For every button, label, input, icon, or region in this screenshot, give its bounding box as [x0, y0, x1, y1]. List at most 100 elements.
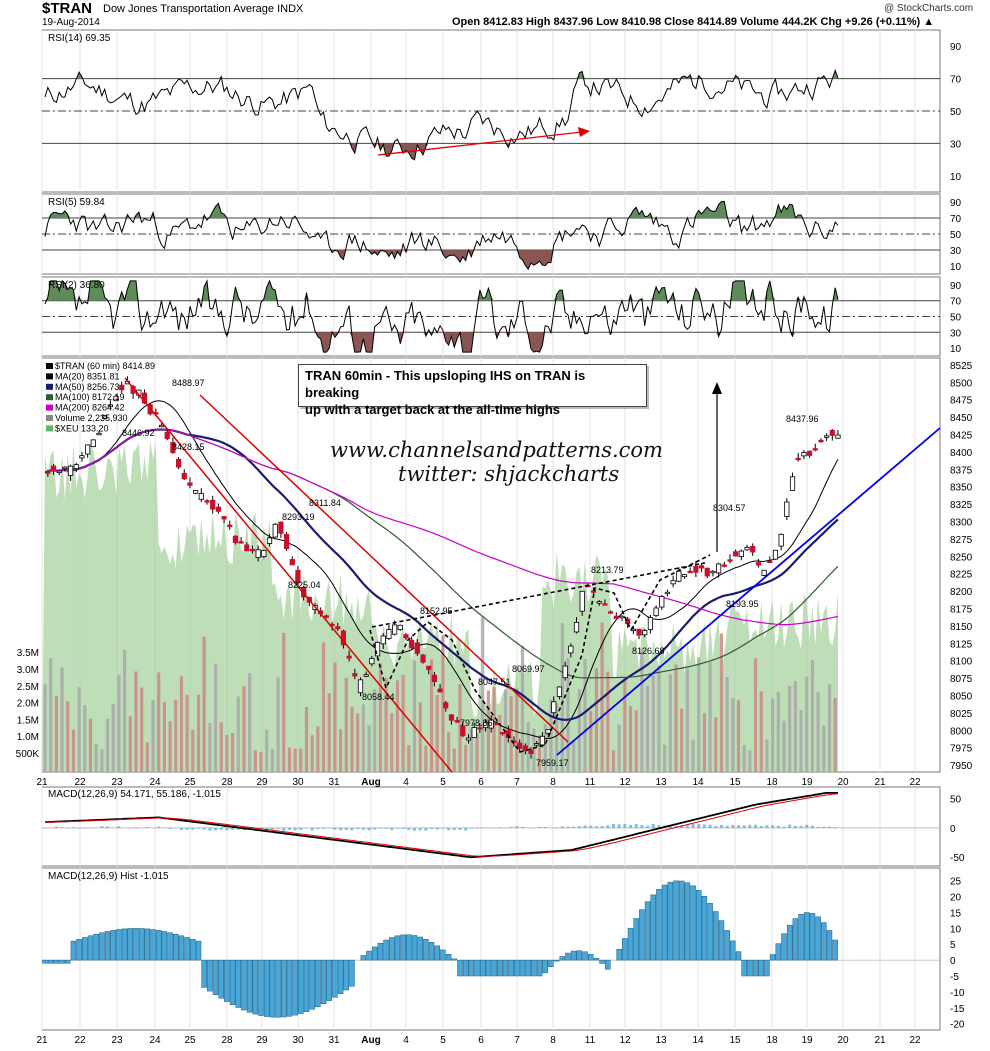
- x-axis-label: 23: [111, 777, 123, 788]
- macd-hist-bar: [270, 827, 274, 830]
- macd-hist-bar: [378, 827, 382, 829]
- volume-bar: [344, 677, 348, 772]
- hist-bar: [417, 936, 423, 961]
- macd-hist-bar: [486, 827, 490, 828]
- channel-lower-line: [124, 377, 453, 773]
- price-candle: [414, 642, 420, 654]
- volume-bar: [71, 729, 76, 772]
- x-axis-label: 7: [514, 777, 520, 788]
- hist-bar: [747, 959, 753, 977]
- macd-hist-bar: [424, 827, 428, 831]
- price-candle: [181, 472, 187, 480]
- x-axis-label: 6: [478, 1035, 484, 1046]
- legend-swatch: [46, 383, 53, 390]
- macd-hist-bar: [708, 824, 712, 828]
- macd-hist-bar: [179, 827, 183, 831]
- x-axis-label: 21: [874, 777, 886, 788]
- price-candle: [517, 742, 523, 749]
- hist-bar: [377, 942, 384, 961]
- macd-hist-bar: [805, 824, 809, 828]
- macd-hist-bar: [719, 824, 723, 828]
- price-candle: [562, 665, 568, 679]
- volume-bar: [299, 748, 303, 772]
- price-legend-entry: MA(200) 8264.42: [55, 403, 125, 413]
- price-candle: [170, 442, 176, 453]
- x-axis-label: 22: [909, 777, 921, 788]
- price-candle: [323, 615, 329, 618]
- volume-bar: [219, 722, 223, 772]
- hist-bar: [531, 959, 537, 977]
- hist-bar: [798, 914, 804, 961]
- price-candle: [374, 641, 381, 657]
- price-ytick-label: 8325: [950, 500, 973, 511]
- volume-bar: [435, 694, 439, 772]
- rsi-ytick-label: 30: [950, 328, 962, 339]
- volume-bar: [725, 676, 729, 772]
- price-candle: [471, 727, 477, 738]
- hist-bar: [661, 884, 668, 961]
- x-axis-label: 15: [729, 777, 741, 788]
- macd-hist-bar: [60, 827, 64, 828]
- price-candle: [755, 562, 762, 566]
- x-axis-label: 30: [292, 1035, 304, 1046]
- price-candle: [255, 549, 261, 559]
- price-ytick-label: 7975: [950, 744, 973, 755]
- hist-bar: [627, 927, 634, 961]
- x-axis-label: 12: [619, 1035, 631, 1046]
- macd-hist-bar: [560, 826, 564, 828]
- hist-bar: [172, 933, 179, 961]
- hist-bar: [605, 959, 611, 970]
- price-candle: [437, 688, 443, 693]
- hist-bar: [713, 911, 719, 961]
- macd-hist-bar: [629, 825, 633, 828]
- hist-bar: [832, 939, 838, 961]
- volume-bar: [321, 642, 326, 772]
- price-point-label: 8047.51: [478, 677, 511, 687]
- price-candle: [653, 607, 659, 617]
- hist-bar: [349, 959, 355, 987]
- macd-hist-bar: [737, 825, 741, 828]
- price-point-label: 8446.92: [122, 428, 155, 438]
- rsi-ytick-label: 90: [950, 281, 962, 292]
- hist-bar: [536, 959, 543, 977]
- hist-bar: [656, 888, 662, 961]
- hist-bar: [133, 928, 139, 961]
- volume-bar: [145, 742, 149, 772]
- x-axis-label: 21: [36, 1035, 48, 1046]
- target-arrowhead: [712, 382, 722, 394]
- price-candle: [67, 465, 74, 476]
- legend-swatch: [46, 425, 53, 432]
- volume-bar: [447, 732, 451, 772]
- macd-hist-bar: [157, 826, 161, 828]
- price-candle: [698, 565, 705, 569]
- x-axis-label: 18: [766, 777, 778, 788]
- price-candle: [397, 624, 403, 631]
- hist-ytick-label: 5: [950, 940, 956, 951]
- macd-hist-bar: [447, 827, 451, 831]
- hist-bar: [821, 922, 827, 961]
- rsi-ytick-label: 30: [950, 139, 962, 150]
- volume-bar: [486, 690, 490, 772]
- hist-bar: [201, 959, 207, 988]
- volume-bar: [771, 698, 775, 772]
- price-candle: [85, 444, 91, 455]
- price-candle: [619, 615, 625, 619]
- volume-bar: [174, 699, 178, 772]
- price-candle: [522, 745, 528, 752]
- macd-hist-bar: [168, 827, 172, 829]
- volume-bar: [714, 717, 718, 772]
- hist-bar: [150, 929, 156, 961]
- macd-hist-bar: [276, 827, 280, 829]
- x-axis-label: 13: [655, 1035, 667, 1046]
- price-candle: [175, 458, 182, 468]
- price-candle: [528, 749, 534, 754]
- price-candle: [295, 569, 301, 583]
- hist-bar: [428, 942, 435, 961]
- volume-bar: [822, 725, 826, 772]
- volume-bar: [327, 693, 331, 772]
- price-candle: [369, 658, 375, 665]
- rsi-divergence-arrow: [377, 131, 583, 156]
- hist-bar: [224, 959, 230, 1002]
- price-candle: [681, 574, 688, 578]
- macd-hist-bar: [827, 826, 831, 828]
